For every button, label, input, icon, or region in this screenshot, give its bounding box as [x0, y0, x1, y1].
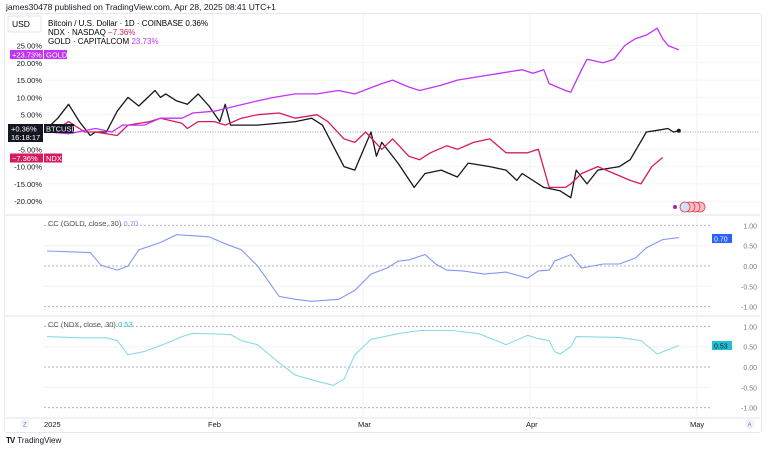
y-tick-label: 20.00% — [17, 59, 43, 68]
gold-tag-value: +23.73% — [12, 51, 42, 60]
y-tick-label: 0.50 — [743, 345, 757, 352]
legend-main-value: 0.36% — [185, 19, 208, 28]
event-marker-icon[interactable] — [679, 201, 691, 213]
cc-gold-legend[interactable]: CC (GOLD, close, 30) 0.70 — [48, 219, 138, 228]
cc-gold-value-tag: 0.70 — [712, 234, 732, 244]
zoom-button-label: Z — [23, 423, 27, 429]
cc-line-1 — [46, 234, 679, 302]
currency-label[interactable]: USD — [12, 19, 30, 29]
y-tick-label: 1.00 — [743, 223, 757, 230]
x-tick-label: May — [690, 420, 704, 429]
y-tick-label: -5.00% — [18, 145, 42, 154]
legend-main-name: Bitcoin / U.S. Dollar · 1D · COINBASE — [48, 19, 183, 28]
x-tick-label: Mar — [358, 420, 371, 429]
earnings-event-markers[interactable] — [673, 201, 706, 213]
x-tick-label: Feb — [208, 420, 221, 429]
cc-gold-tag-text: 0.70 — [714, 237, 728, 244]
y-tick-label: -20.00% — [14, 197, 42, 206]
chart-frame — [4, 13, 762, 433]
cc-line-2 — [46, 329, 680, 386]
y-axis[interactable]: 25.00% 20.00% 15.00% 10.00% 5.00% -5.00% -10.0… — [14, 42, 757, 413]
y-tick-label: 0.00 — [743, 365, 757, 372]
y-tick-label: -15.00% — [14, 180, 42, 189]
legend-main[interactable]: Bitcoin / U.S. Dollar · 1D · COINBASE 0.… — [48, 19, 208, 28]
ndx-price-tag: −7.36% NDX — [10, 153, 62, 163]
y-tick-label: -1.00 — [741, 406, 757, 413]
ndx-tag-symbol: NDX — [46, 154, 62, 163]
legend-gold-name: GOLD · CAPITALCOM — [48, 37, 130, 46]
cc-ndx-value: 0.53 — [118, 320, 133, 329]
legend-ndx-name: NDX · NASDAQ — [48, 28, 106, 37]
currency-button[interactable] — [7, 15, 42, 33]
footer: TV TradingView — [6, 436, 61, 445]
gold-tag-symbol: GOLD — [46, 51, 68, 60]
legend-ndx[interactable]: NDX · NASDAQ −7.36% — [48, 28, 135, 37]
series-line-btcusd — [46, 89, 679, 199]
grid — [44, 14, 760, 418]
tradingview-logo-icon: TV — [6, 436, 15, 445]
y-tick-label: -0.50 — [741, 385, 757, 392]
y-tick-label: 25.00% — [17, 42, 43, 51]
y-tick-label: -10.00% — [14, 163, 42, 172]
series-line-ndx — [46, 112, 664, 189]
time-axis[interactable]: Z 2025 Feb Mar Apr May A — [20, 419, 755, 429]
btc-last-point — [676, 128, 681, 133]
btc-tag-countdown: 16:18:17 — [11, 133, 40, 142]
cc-ndx-tag-text: 0.53 — [714, 344, 728, 351]
y-tick-label: 10.00% — [17, 93, 43, 102]
cc-ndx-legend[interactable]: CC (NDX, close, 30) 0.53 — [48, 320, 133, 329]
btc-price-tag: +0.36% 16:18:17 BTCUSD — [8, 124, 77, 142]
footer-brand: TradingView — [17, 436, 62, 445]
auto-scale-button[interactable] — [745, 419, 755, 429]
cc-gold-value: 0.70 — [123, 219, 138, 228]
y-tick-label: 5.00% — [21, 111, 43, 120]
publish-info: james30478 published on TradingView.com,… — [6, 2, 276, 12]
auto-scale-label: A — [748, 423, 752, 429]
cc-gold-title: CC (GOLD, close, 30) — [48, 219, 122, 228]
event-dot-icon[interactable] — [673, 205, 677, 209]
y-tick-label: 0.00 — [743, 264, 757, 271]
series-lines — [46, 27, 681, 386]
cc-ndx-title: CC (NDX, close, 30) — [48, 320, 116, 329]
x-tick-label: Apr — [526, 420, 538, 429]
y-tick-label: 15.00% — [17, 76, 43, 85]
legend-gold-value: 23.73% — [131, 37, 158, 46]
series-line-gold — [46, 27, 680, 135]
btc-tag-value: +0.36% — [11, 125, 37, 134]
cc-ndx-value-tag: 0.53 — [712, 341, 732, 351]
chart-canvas[interactable]: 25.00% 20.00% 15.00% 10.00% 5.00% -5.00% -10.0… — [0, 0, 768, 436]
legend-ndx-value: −7.36% — [108, 28, 135, 37]
legend-gold[interactable]: GOLD · CAPITALCOM 23.73% — [48, 37, 159, 46]
zoom-button[interactable] — [20, 419, 30, 429]
y-tick-label: 1.00 — [743, 324, 757, 331]
ndx-tag-value: −7.36% — [12, 154, 38, 163]
btc-tag-symbol: BTCUSD — [46, 125, 77, 134]
x-tick-label: 2025 — [44, 420, 61, 429]
y-tick-label: -1.00 — [741, 305, 757, 312]
gold-price-tag: +23.73% GOLD — [10, 50, 68, 60]
y-tick-label: 0.50 — [743, 244, 757, 251]
y-tick-label: -0.50 — [741, 284, 757, 291]
